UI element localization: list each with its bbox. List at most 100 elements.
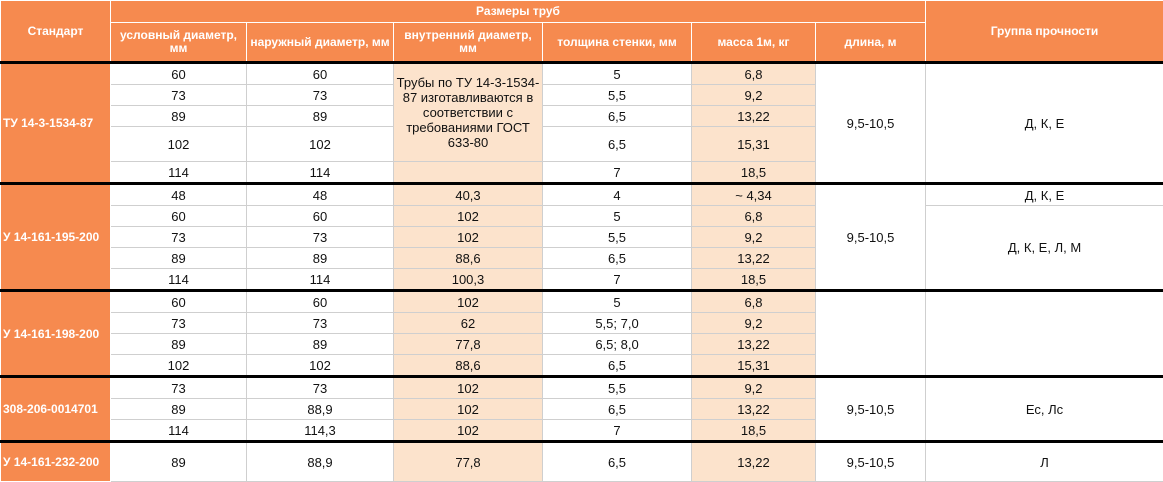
outer-cell: 89 bbox=[247, 106, 394, 127]
inner-cell: 102 bbox=[394, 377, 543, 399]
table-row: У 14-161-195-200 48 48 40,3 4 ~ 4,34 9,5… bbox=[1, 184, 1163, 206]
header-nominal-diameter: условный диаметр, мм bbox=[111, 23, 247, 63]
outer-cell: 102 bbox=[247, 355, 394, 377]
outer-cell: 102 bbox=[247, 127, 394, 162]
nominal-cell: 73 bbox=[111, 85, 247, 106]
header-mass: масса 1м, кг bbox=[692, 23, 816, 63]
nominal-cell: 73 bbox=[111, 377, 247, 399]
nominal-cell: 60 bbox=[111, 206, 247, 227]
nominal-cell: 102 bbox=[111, 355, 247, 377]
standard-cell: У 14-161-195-200 bbox=[1, 184, 111, 291]
wall-cell: 7 bbox=[543, 420, 692, 442]
table-row: У 14-161-198-200 60 60 102 5 6,8 bbox=[1, 291, 1163, 313]
note-cell: Трубы по ТУ 14-3-1534-87 изготавливаются… bbox=[394, 63, 543, 162]
length-cell: 9,5-10,5 bbox=[816, 63, 926, 184]
inner-cell: 77,8 bbox=[394, 334, 543, 355]
inner-cell: 102 bbox=[394, 399, 543, 420]
wall-cell: 6,5 bbox=[543, 248, 692, 269]
wall-cell: 6,5 bbox=[543, 399, 692, 420]
outer-cell: 73 bbox=[247, 313, 394, 334]
nominal-cell: 89 bbox=[111, 334, 247, 355]
wall-cell: 5,5; 7,0 bbox=[543, 313, 692, 334]
wall-cell: 5 bbox=[543, 63, 692, 85]
nominal-cell: 48 bbox=[111, 184, 247, 206]
header-standard: Стандарт bbox=[1, 1, 111, 63]
inner-cell: 102 bbox=[394, 227, 543, 248]
inner-cell: 102 bbox=[394, 291, 543, 313]
strength-cell: Л bbox=[926, 442, 1163, 482]
standard-cell: У 14-161-198-200 bbox=[1, 291, 111, 377]
mass-cell: 13,22 bbox=[692, 334, 816, 355]
mass-cell: 9,2 bbox=[692, 377, 816, 399]
nominal-cell: 60 bbox=[111, 291, 247, 313]
inner-cell bbox=[394, 162, 543, 184]
nominal-cell: 73 bbox=[111, 313, 247, 334]
length-cell bbox=[816, 291, 926, 377]
inner-cell: 100,3 bbox=[394, 269, 543, 291]
wall-cell: 5,5 bbox=[543, 227, 692, 248]
strength-cell: Д, К, Е bbox=[926, 184, 1163, 206]
mass-cell: 9,2 bbox=[692, 227, 816, 248]
mass-cell: 18,5 bbox=[692, 269, 816, 291]
nominal-cell: 102 bbox=[111, 127, 247, 162]
wall-cell: 6,5 bbox=[543, 106, 692, 127]
outer-cell: 48 bbox=[247, 184, 394, 206]
nominal-cell: 73 bbox=[111, 227, 247, 248]
table-row: 308-206-0014701 73 73 102 5,5 9,2 9,5-10… bbox=[1, 377, 1163, 399]
outer-cell: 88,9 bbox=[247, 399, 394, 420]
strength-cell: Д, К, Е bbox=[926, 63, 1163, 184]
mass-cell: 9,2 bbox=[692, 85, 816, 106]
standard-cell: У 14-161-232-200 bbox=[1, 442, 111, 482]
wall-cell: 5,5 bbox=[543, 377, 692, 399]
mass-cell: 9,2 bbox=[692, 313, 816, 334]
strength-cell: Д, К, Е, Л, М bbox=[926, 206, 1163, 291]
mass-cell: 13,22 bbox=[692, 106, 816, 127]
table-row: У 14-161-232-200 89 88,9 77,8 6,5 13,22 … bbox=[1, 442, 1163, 482]
header-wall-thickness: толщина стенки, мм bbox=[543, 23, 692, 63]
inner-cell: 88,6 bbox=[394, 248, 543, 269]
mass-cell: 13,22 bbox=[692, 399, 816, 420]
outer-cell: 73 bbox=[247, 227, 394, 248]
inner-cell: 40,3 bbox=[394, 184, 543, 206]
length-cell: 9,5-10,5 bbox=[816, 184, 926, 291]
header-outer-diameter: наружный диаметр, мм bbox=[247, 23, 394, 63]
mass-cell: 18,5 bbox=[692, 162, 816, 184]
mass-cell: ~ 4,34 bbox=[692, 184, 816, 206]
outer-cell: 88,9 bbox=[247, 442, 394, 482]
wall-cell: 6,5 bbox=[543, 355, 692, 377]
inner-cell: 102 bbox=[394, 420, 543, 442]
header-strength-group: Группа прочности bbox=[926, 1, 1163, 63]
outer-cell: 60 bbox=[247, 63, 394, 85]
strength-cell: Ес, Лс bbox=[926, 377, 1163, 442]
inner-cell: 88,6 bbox=[394, 355, 543, 377]
mass-cell: 13,22 bbox=[692, 442, 816, 482]
outer-cell: 114 bbox=[247, 162, 394, 184]
standard-cell: 308-206-0014701 bbox=[1, 377, 111, 442]
header-length: длина, м bbox=[816, 23, 926, 63]
strength-cell bbox=[926, 291, 1163, 377]
nominal-cell: 114 bbox=[111, 420, 247, 442]
outer-cell: 89 bbox=[247, 334, 394, 355]
nominal-cell: 60 bbox=[111, 63, 247, 85]
wall-cell: 6,5 bbox=[543, 127, 692, 162]
outer-cell: 60 bbox=[247, 291, 394, 313]
mass-cell: 6,8 bbox=[692, 206, 816, 227]
wall-cell: 6,5; 8,0 bbox=[543, 334, 692, 355]
header-pipe-sizes: Размеры труб bbox=[111, 1, 926, 23]
nominal-cell: 89 bbox=[111, 442, 247, 482]
nominal-cell: 89 bbox=[111, 106, 247, 127]
mass-cell: 15,31 bbox=[692, 127, 816, 162]
wall-cell: 7 bbox=[543, 269, 692, 291]
outer-cell: 89 bbox=[247, 248, 394, 269]
nominal-cell: 89 bbox=[111, 399, 247, 420]
nominal-cell: 114 bbox=[111, 269, 247, 291]
inner-cell: 77,8 bbox=[394, 442, 543, 482]
mass-cell: 18,5 bbox=[692, 420, 816, 442]
mass-cell: 15,31 bbox=[692, 355, 816, 377]
wall-cell: 6,5 bbox=[543, 442, 692, 482]
outer-cell: 114 bbox=[247, 269, 394, 291]
mass-cell: 6,8 bbox=[692, 63, 816, 85]
inner-cell: 62 bbox=[394, 313, 543, 334]
outer-cell: 60 bbox=[247, 206, 394, 227]
